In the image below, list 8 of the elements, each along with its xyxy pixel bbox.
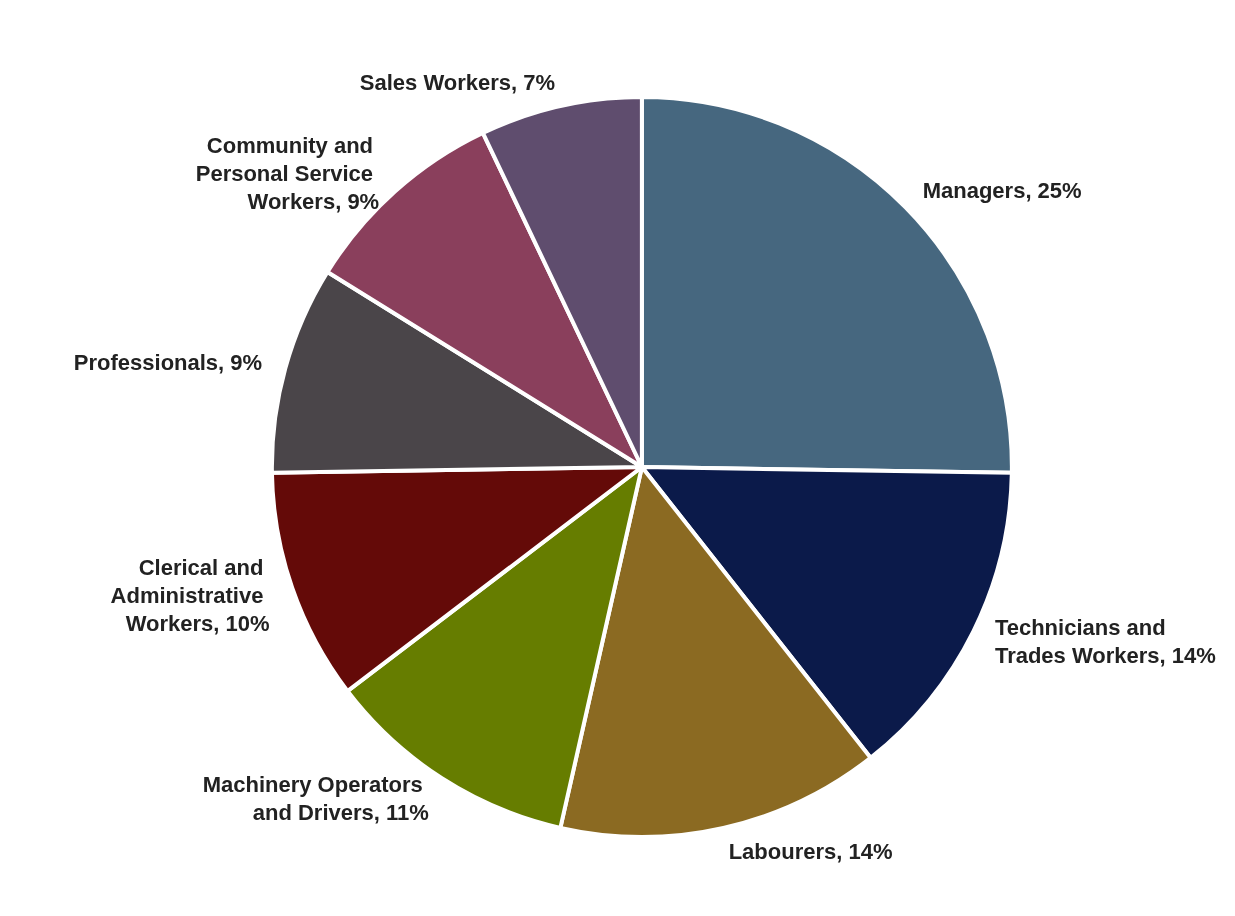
slice-label: Sales Workers, 7%: [359, 70, 556, 96]
slice-label: Clerical and Administrative Workers, 10%: [110, 555, 270, 637]
slice-label: Professionals, 9%: [73, 349, 263, 375]
slice-label: Machinery Operators and Drivers, 11%: [202, 771, 429, 825]
slice-label: Technicians and Trades Workers, 14%: [994, 615, 1216, 669]
slice-label: Community and Personal Service Workers, 9%: [195, 132, 380, 214]
slice-label: Managers, 25%: [922, 178, 1082, 204]
slice-label: Labourers, 14%: [728, 838, 893, 864]
